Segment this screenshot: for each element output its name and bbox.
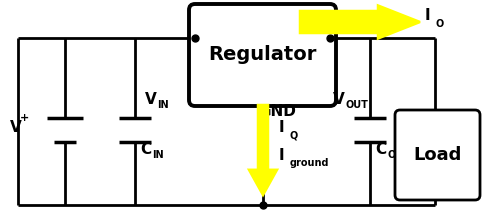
- FancyArrow shape: [300, 6, 420, 38]
- Text: Q: Q: [290, 131, 298, 141]
- Text: ground: ground: [290, 158, 330, 168]
- Text: Load: Load: [413, 146, 462, 164]
- Text: OUT: OUT: [345, 100, 368, 110]
- Text: C: C: [140, 142, 151, 157]
- Text: V: V: [10, 121, 22, 136]
- Text: +: +: [20, 113, 29, 123]
- Text: Regulator: Regulator: [208, 46, 317, 64]
- Text: I: I: [279, 147, 285, 163]
- Text: O: O: [435, 19, 443, 29]
- FancyArrow shape: [249, 105, 277, 195]
- Text: C: C: [375, 142, 386, 157]
- Text: I: I: [425, 8, 431, 23]
- Text: V: V: [145, 92, 157, 107]
- Text: I: I: [279, 121, 285, 136]
- Text: O: O: [387, 150, 395, 160]
- Text: IN: IN: [152, 150, 164, 160]
- Text: IN: IN: [157, 100, 169, 110]
- Text: GND: GND: [258, 104, 296, 119]
- Text: V: V: [333, 92, 345, 107]
- FancyBboxPatch shape: [189, 4, 336, 106]
- FancyBboxPatch shape: [395, 110, 480, 200]
